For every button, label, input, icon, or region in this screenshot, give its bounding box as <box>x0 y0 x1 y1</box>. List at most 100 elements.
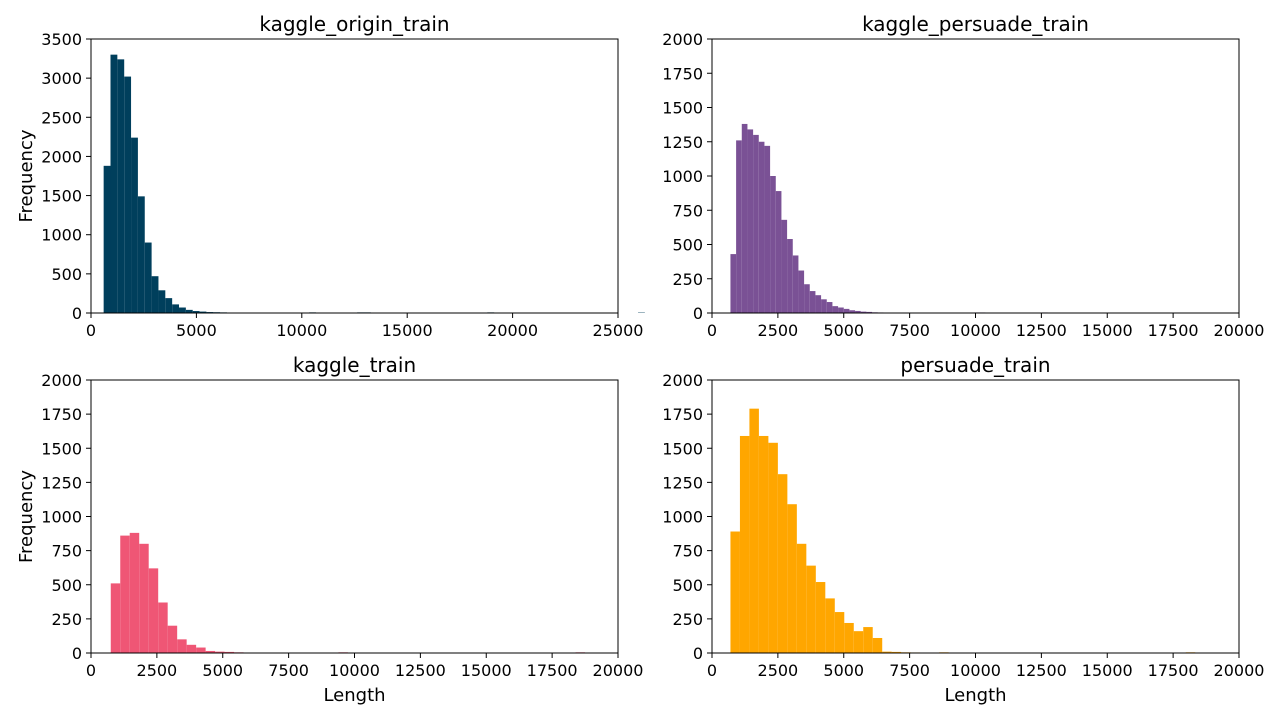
histogram-bar <box>764 145 771 313</box>
panel-persuade-train: 0 2500 5000 7500 10000 12500 15000 17500 20000 0 2… <box>662 353 1264 706</box>
x-tick-label: 25000 <box>593 321 644 340</box>
histogram-bar <box>110 583 121 653</box>
histogram-bar <box>172 304 180 313</box>
y-tick-label: 500 <box>672 236 703 255</box>
panel-kaggle-persuade-train: 0 2500 5000 7500 10000 12500 15000 17500 20000 0 2… <box>662 12 1264 340</box>
x-tick-label: 20000 <box>1214 661 1265 680</box>
histogram-bar <box>749 408 759 653</box>
x-axis-label: Length <box>944 685 1006 706</box>
y-axis-label: Frequency <box>16 129 37 222</box>
x-tick-label: 17500 <box>1148 321 1199 340</box>
y-tick-label: 500 <box>672 576 703 595</box>
histogram-bar <box>730 531 740 653</box>
axes-frame <box>90 379 619 654</box>
histogram-bar <box>131 137 138 313</box>
histogram-bar <box>777 474 788 653</box>
x-tick-label: 15000 <box>382 321 433 340</box>
y-tick-label: 1750 <box>662 64 703 83</box>
histogram-bar <box>224 651 235 653</box>
histogram-bar <box>798 270 805 313</box>
x-tick-label: 7500 <box>889 321 930 340</box>
histogram-bar <box>843 308 850 313</box>
y-tick-label: 1500 <box>662 99 703 118</box>
histogram-bar <box>758 435 769 653</box>
y-tick-label: 1000 <box>662 508 703 527</box>
y-tick-label: 2000 <box>41 371 82 390</box>
histogram-bar <box>787 239 793 313</box>
x-tick-label: 10000 <box>950 661 1001 680</box>
x-tick-label: 12500 <box>395 661 446 680</box>
histogram-bar <box>739 435 750 653</box>
y-tick-label: 750 <box>672 542 703 561</box>
y-tick-label: 500 <box>51 265 82 284</box>
histogram-bar <box>177 639 187 653</box>
y-tick-label: 2000 <box>662 30 703 49</box>
histogram-bar <box>158 290 166 313</box>
y-tick-label: 3000 <box>41 69 82 88</box>
histogram-bar <box>753 134 759 313</box>
histogram-bar <box>844 622 854 653</box>
x-tick-label: 12500 <box>1016 661 1067 680</box>
histogram-bar <box>834 612 845 653</box>
histogram-bar <box>882 651 892 653</box>
chart-title: kaggle_persuade_train <box>862 12 1089 36</box>
x-tick-label: 20000 <box>593 661 644 680</box>
histogram-bar <box>853 631 864 653</box>
histogram-bar <box>863 627 873 653</box>
x-tick-label: 10000 <box>329 661 380 680</box>
histogram-bar <box>775 191 782 313</box>
x-tick-label: 20000 <box>1214 321 1265 340</box>
histogram-bar <box>741 123 748 313</box>
y-tick-label: 250 <box>672 610 703 629</box>
x-tick-label: 5000 <box>823 321 864 340</box>
histogram-bar <box>838 307 844 313</box>
histogram-bar <box>199 311 207 313</box>
x-tick-label: 5000 <box>823 661 864 680</box>
histogram-bar <box>866 311 873 313</box>
histogram-bar <box>770 176 776 313</box>
histogram-bar <box>129 532 140 653</box>
histogram-bar <box>103 165 111 313</box>
histogram-bar <box>768 442 778 653</box>
y-tick-label: 750 <box>51 542 82 561</box>
histogram-bar <box>215 651 225 653</box>
histogram-bar <box>747 129 754 313</box>
histogram-bar <box>167 625 178 653</box>
histogram-bar <box>821 299 827 313</box>
y-tick-label: 0 <box>693 304 703 323</box>
histogram-bar <box>736 140 742 313</box>
y-tick-label: 1500 <box>41 439 82 458</box>
x-tick-label: 7500 <box>268 661 309 680</box>
histogram-bar <box>804 284 810 313</box>
y-tick-label: 1000 <box>662 167 703 186</box>
y-tick-label: 0 <box>693 644 703 663</box>
histogram-bar <box>205 650 216 653</box>
x-tick-label: 0 <box>86 661 96 680</box>
y-tick-label: 2000 <box>662 371 703 390</box>
histogram-bar <box>148 568 159 653</box>
histogram-bar <box>855 310 861 313</box>
x-tick-label: 0 <box>707 321 717 340</box>
histogram-bar <box>806 565 816 653</box>
x-tick-label: 20000 <box>487 321 538 340</box>
histogram-bar <box>186 644 197 653</box>
y-tick-label: 250 <box>672 270 703 289</box>
y-tick-label: 1000 <box>41 226 82 245</box>
chart-title: persuade_train <box>900 353 1050 377</box>
histogram-bar <box>792 255 799 313</box>
histogram-bar <box>192 311 200 313</box>
x-tick-label: 10000 <box>950 321 1001 340</box>
y-tick-label: 2000 <box>41 147 82 166</box>
y-tick-label: 1750 <box>41 405 82 424</box>
histogram-bar <box>144 242 152 313</box>
x-tick-label: 5000 <box>202 661 243 680</box>
chart-title: kaggle_origin_train <box>259 12 449 36</box>
histogram-bar <box>787 504 797 653</box>
histogram-bar <box>872 637 883 653</box>
histogram-bar <box>849 310 856 313</box>
y-axis-label: Frequency <box>16 470 37 563</box>
histogram-bar <box>825 598 835 653</box>
histogram-bar <box>151 276 159 313</box>
x-tick-label: 2500 <box>758 661 799 680</box>
